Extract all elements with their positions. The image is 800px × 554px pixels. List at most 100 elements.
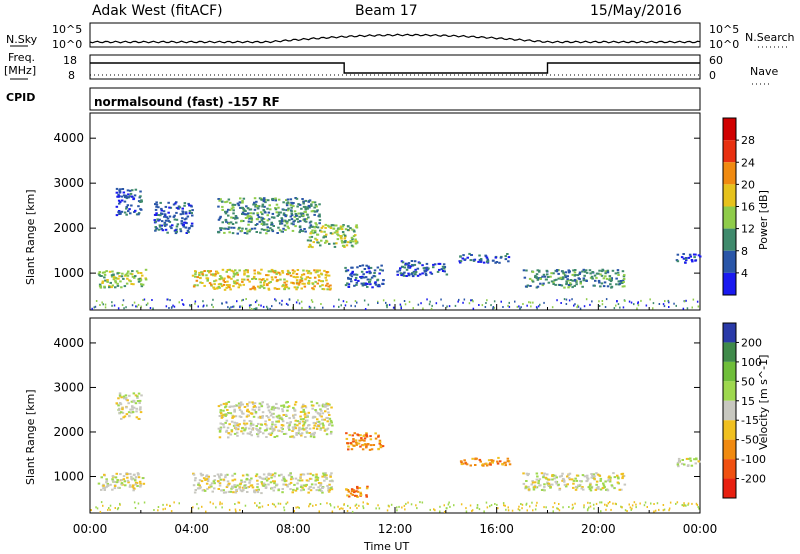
power-echo-cell [283, 224, 287, 227]
velocity-ground-cell [507, 506, 509, 509]
power-ground-cell [256, 307, 258, 310]
velocity-echo-cell [298, 421, 302, 423]
velocity-echo-cell [102, 484, 105, 487]
power-echo-cell [201, 274, 205, 277]
velocity-ground-cell [333, 506, 336, 509]
power-echo-cell [602, 285, 606, 288]
velocity-echo-cell [130, 400, 134, 403]
velocity-ground-cell [416, 507, 418, 510]
x-axis-label: Time UT [364, 540, 410, 553]
velocity-echo-cell [113, 485, 117, 487]
velocity-echo-cell [258, 428, 261, 431]
velocity-echo-cell [533, 486, 536, 488]
velocity-echo-cell [577, 484, 580, 487]
velocity-echo-cell [251, 486, 255, 489]
velocity-ground-cell [117, 507, 120, 509]
velocity-echo-cell [617, 477, 620, 480]
power-echo-cell [221, 205, 224, 208]
power-echo-cell [425, 274, 428, 277]
power-echo-cell [239, 197, 242, 200]
velocity-echo-cell [271, 423, 274, 426]
power-echo-cell [318, 203, 321, 206]
power-echo-cell [364, 283, 367, 286]
velocity-echo-cell [265, 427, 269, 430]
power-echo-cell [246, 271, 249, 274]
velocity-echo-cell [225, 486, 229, 488]
velocity-echo-cell [105, 485, 108, 488]
velocity-echo-cell [238, 406, 241, 409]
velocity-echo-cell [267, 405, 271, 408]
power-ground-cell [683, 300, 686, 303]
power-echo-cell [331, 232, 334, 235]
velocity-echo-cell [288, 424, 291, 427]
velocity-echo-cell [608, 480, 612, 483]
power-ground-cell [420, 302, 422, 305]
velocity-ground-cell [497, 507, 499, 510]
velocity-echo-cell [572, 479, 576, 482]
velocity-echo-cell [205, 475, 208, 478]
nsearch-top-tick: 10^5 [709, 23, 740, 36]
velocity-ground-cell [215, 506, 217, 509]
power-echo-cell [111, 270, 114, 273]
velocity-echo-cell [292, 415, 295, 418]
power-echo-cell [274, 199, 277, 202]
velocity-echo-cell [322, 426, 325, 429]
power-echo-cell [267, 270, 271, 273]
power-echo-cell [297, 203, 300, 206]
velocity-echo-cell [246, 404, 249, 407]
velocity-ground-cell [388, 505, 390, 508]
velocity-ground-cell [119, 502, 121, 505]
power-echo-cell [313, 206, 316, 209]
velocity-echo-cell [578, 483, 582, 486]
velocity-echo-cell [125, 406, 128, 409]
power-echo-cell [157, 219, 160, 222]
nsky-panel [89, 22, 701, 48]
velocity-echo-cell [538, 484, 541, 487]
velocity-echo-cell [248, 401, 251, 404]
velocity-echo-cell [219, 427, 222, 430]
velocity-echo-cell [496, 462, 500, 465]
velocity-echo-cell [381, 445, 385, 448]
velocity-echo-cell [304, 427, 307, 430]
freq-top-tick: 18 [63, 54, 77, 67]
velocity-echo-cell [327, 402, 330, 405]
velocity-echo-cell [225, 429, 229, 432]
velocity-echo-cell [260, 481, 263, 484]
power-echo-cell [536, 278, 540, 281]
velocity-echo-cell [316, 476, 320, 479]
velocity-echo-cell [131, 405, 134, 408]
velocity-ground-cell [654, 509, 657, 512]
velocity-echo-cell [280, 404, 283, 407]
velocity-echo-cell [229, 412, 233, 415]
velocity-echo-cell [126, 479, 130, 482]
velocity-echo-cell [243, 419, 246, 422]
power-ground-cell [508, 301, 510, 304]
power-echo-cell [99, 286, 103, 289]
power-echo-cell [163, 215, 166, 218]
velocity-echo-cell [302, 408, 305, 411]
power-echo-cell [278, 229, 282, 232]
power-ground-cell [591, 300, 593, 303]
velocity-ground-cell [405, 502, 407, 505]
velocity-echo-cell [293, 425, 297, 428]
velocity-echo-cell [301, 473, 304, 476]
velocity-echo-cell [192, 484, 196, 487]
velocity-echo-cell [491, 461, 494, 464]
power-echo-cell [281, 285, 284, 288]
velocity-echo-cell [261, 415, 264, 418]
power-echo-cell [217, 286, 221, 288]
power-echo-cell [271, 197, 274, 200]
velocity-echo-cell [130, 411, 133, 414]
power-ground-cell [266, 307, 269, 310]
velocity-echo-cell [256, 483, 259, 486]
velocity-ground-cell [134, 507, 137, 509]
power-echo-cell [437, 262, 440, 265]
power-echo-cell [101, 271, 105, 274]
velocity-echo-cell [268, 411, 272, 414]
power-echo-cell [298, 231, 301, 234]
power-echo-cell [228, 276, 231, 279]
velocity-ground-cell [535, 504, 537, 507]
power-ground-cell [481, 304, 484, 307]
velocity-echo-cell [128, 485, 132, 488]
power-echo-cell [241, 227, 244, 230]
